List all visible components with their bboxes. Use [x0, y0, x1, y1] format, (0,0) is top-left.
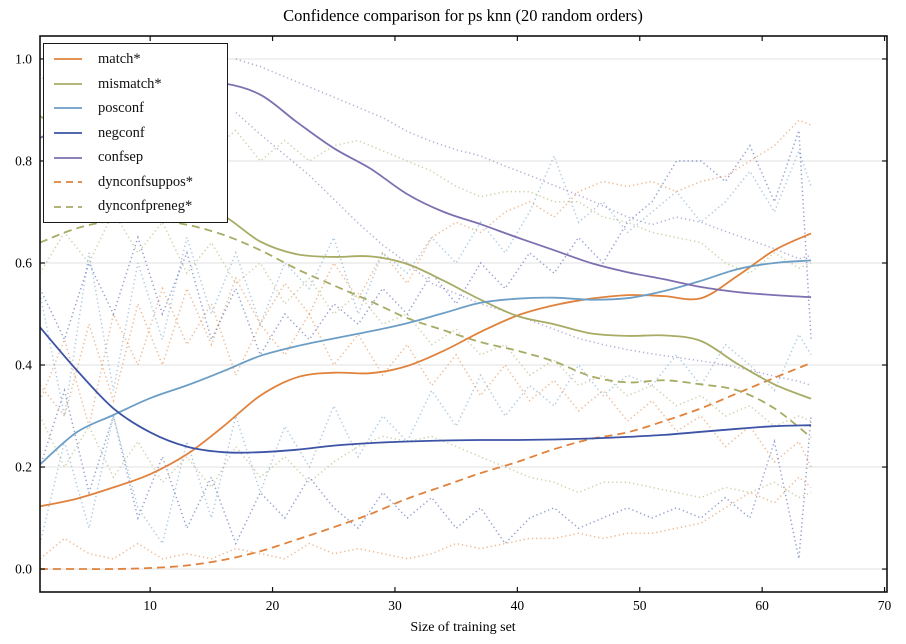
legend-swatch-solid [54, 82, 82, 85]
band-posconf-band-lower [39, 332, 812, 546]
series-dynconfsuppos [40, 362, 812, 570]
series-negconf [39, 326, 812, 454]
x-tick-label: 60 [755, 598, 769, 613]
x-tick-label: 70 [878, 598, 892, 613]
x-tick-label: 30 [388, 598, 402, 613]
legend-label: negconf [98, 124, 145, 141]
legend-swatch-solid [54, 156, 82, 159]
legend-label: mismatch* [98, 75, 162, 92]
x-axis-label: Size of training set [410, 620, 515, 635]
legend-item-posconf: posconf [53, 101, 217, 116]
legend-item-match: match* [53, 52, 217, 67]
y-tick-label: 1.0 [15, 51, 32, 66]
chart-title: Confidence comparison for ps knn (20 ran… [283, 6, 643, 25]
band-negconf-band-upper [39, 130, 812, 357]
legend-swatch-dashed [54, 205, 82, 208]
legend-item-negconf: negconf [53, 126, 217, 141]
band-mismatch-band-lower [39, 415, 812, 499]
legend-item-mismatch: mismatch* [53, 77, 217, 92]
x-tick-label: 20 [266, 598, 280, 613]
legend-label: dynconfpreneg* [98, 198, 193, 215]
band-negconf-band-lower [39, 387, 812, 559]
y-tick-label: 0.0 [15, 562, 32, 577]
x-tick-label: 50 [633, 598, 647, 613]
axes-layer [39, 35, 888, 593]
band-confsep-band-upper [235, 58, 812, 260]
x-tick-label: 10 [143, 598, 157, 613]
legend-label: match* [98, 51, 141, 68]
legend-label: posconf [98, 100, 144, 117]
legend-swatch-solid [54, 58, 82, 61]
y-tick-label: 0.6 [15, 255, 32, 270]
legend-item-confsep: confsep [53, 150, 217, 165]
legend-swatch-dashed [54, 181, 82, 183]
y-tick-label: 0.8 [15, 153, 32, 168]
series-posconf [39, 259, 812, 466]
legend: match* mismatch* posconf negconf confsep dync… [43, 43, 228, 223]
y-tick-label: 0.4 [15, 358, 32, 373]
legend-item-dynconfpreneg: dynconfpreneg* [53, 199, 217, 214]
band-dynconfpreneg-band-mid [39, 210, 812, 428]
series-dynconfpreneg [39, 218, 812, 439]
legend-swatch-solid [54, 132, 82, 134]
y-tick-label: 0.2 [15, 460, 32, 475]
band-match-band-upper [39, 119, 812, 418]
band-confsep-band-lower [235, 111, 812, 387]
legend-item-dynconfsuppos: dynconfsuppos* [53, 175, 217, 190]
tick-label-layer: 10 20 30 40 50 60 70 0.0 0.2 0.4 0.6 0.8 1.0 [15, 51, 891, 613]
legend-label: confsep [98, 149, 144, 166]
legend-label: dynconfsuppos* [98, 173, 194, 190]
legend-swatch-solid [54, 107, 82, 110]
band-dynconfsuppos-band-lower [39, 476, 812, 560]
plot-border [39, 35, 888, 593]
x-tick-label: 40 [511, 598, 525, 613]
series-match [39, 232, 812, 508]
